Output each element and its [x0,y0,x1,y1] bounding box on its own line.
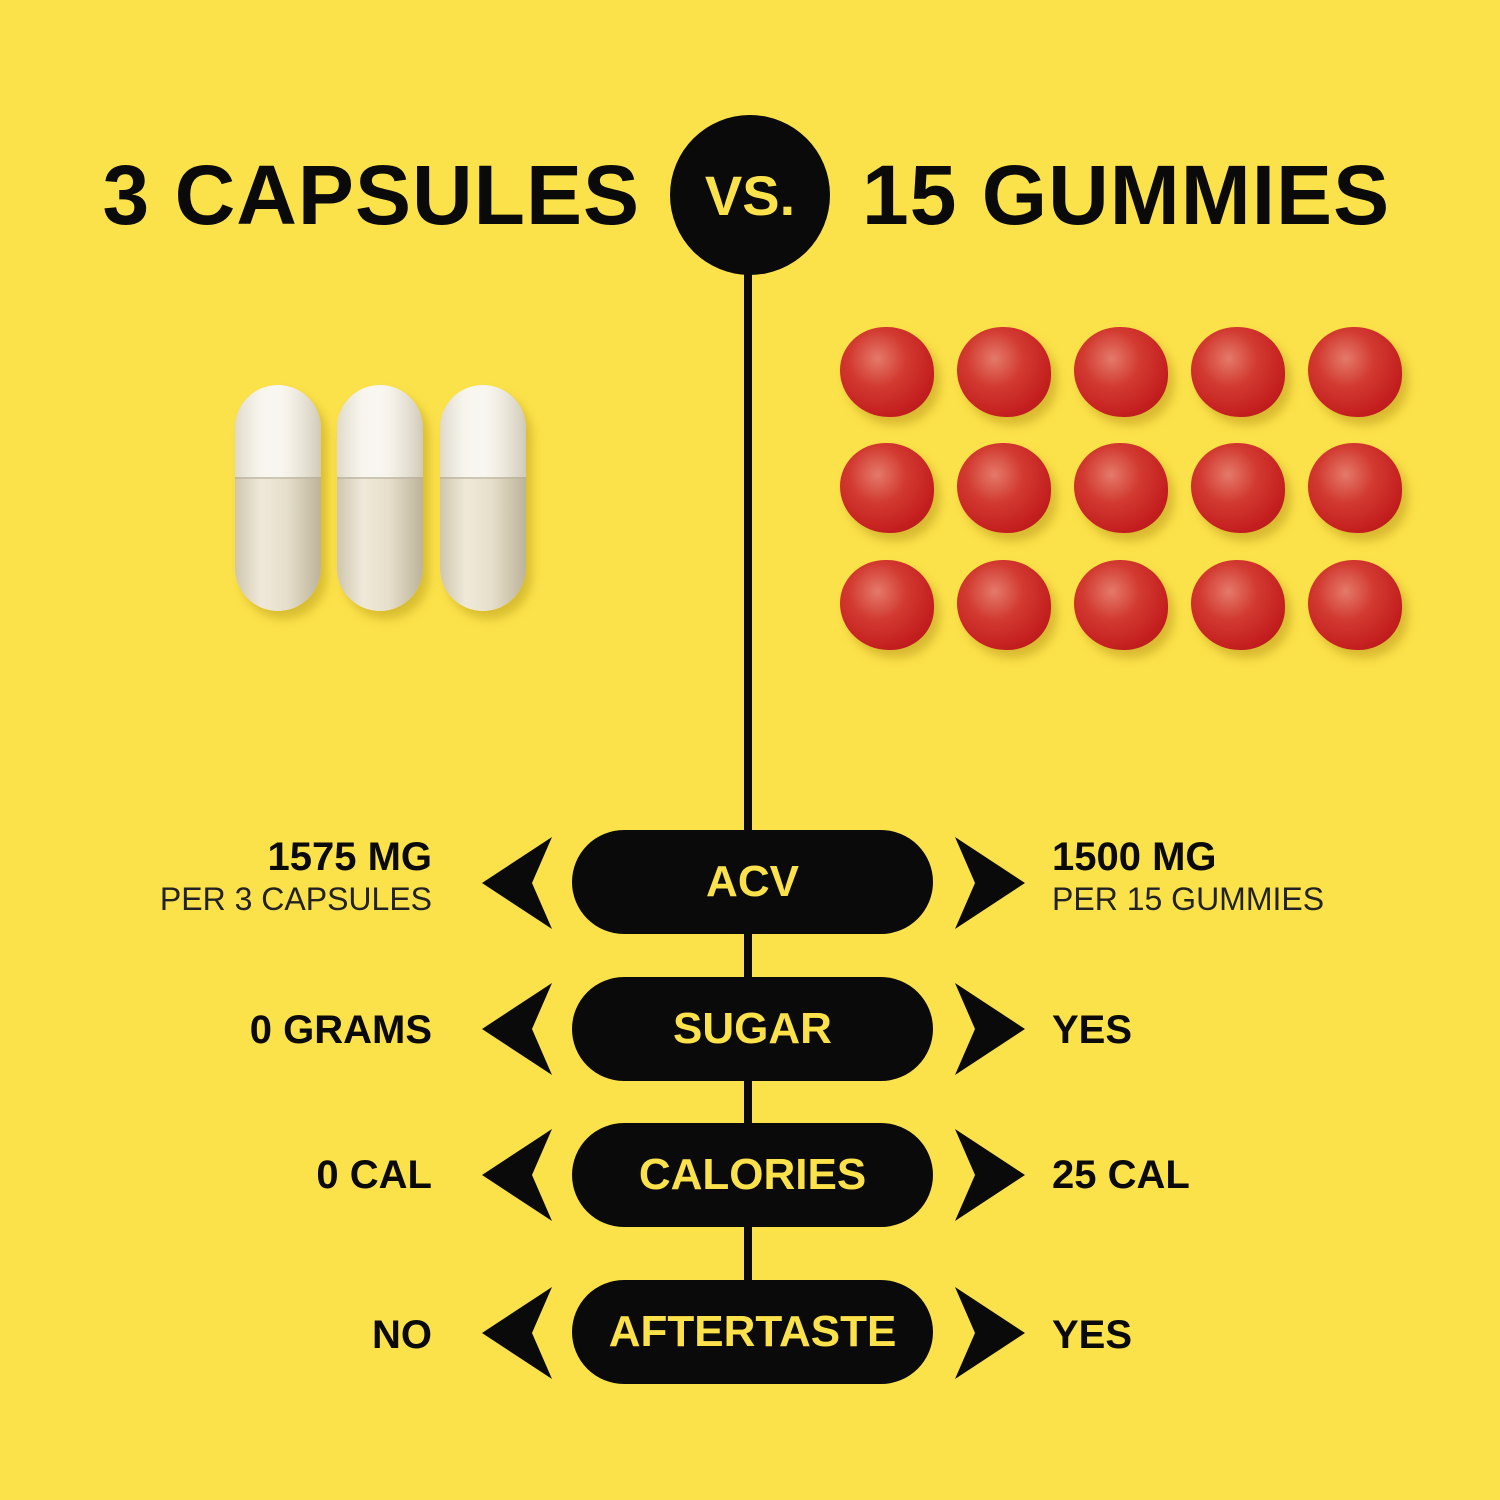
arrow-left-icon [482,1129,552,1221]
gummy-image [1191,327,1285,417]
gummy-image [1191,443,1285,533]
arrow-right-icon [955,1129,1025,1221]
gummy-image [1074,560,1168,650]
row-label-aftertaste: AFTERTASTE [572,1280,933,1384]
acv-gummies-value: 1500 MG [1052,835,1217,879]
row-label-calories: CALORIES [572,1123,933,1227]
acv-gummies-note: PER 15 GUMMIES [1052,881,1325,917]
gummy-image [1074,443,1168,533]
divider-line [744,260,752,1350]
gummy-image [840,560,934,650]
arrow-left-icon [482,983,552,1075]
row-label-sugar: SUGAR [572,977,933,1081]
arrow-right-icon [955,1287,1025,1379]
gummy-image [1308,327,1402,417]
acv-capsules-value: 1575 MG [267,835,432,879]
arrow-right-icon [955,837,1025,929]
gummy-image [957,443,1051,533]
capsules-heading: 3 CAPSULES [102,148,640,242]
capsule-image [235,385,321,611]
capsule-image [337,385,423,611]
arrow-left-icon [482,837,552,929]
gummy-image [840,327,934,417]
sugar-capsules-value: 0 GRAMS [249,1008,432,1052]
acv-capsules-note: PER 3 CAPSULES [159,881,432,917]
row-label-acv: ACV [572,830,933,934]
aftertaste-gummies-value: YES [1052,1313,1133,1357]
arrow-left-icon [482,1287,552,1379]
gummy-image [1074,327,1168,417]
calories-capsules-value: 0 CAL [316,1153,432,1197]
aftertaste-capsules-value: NO [372,1313,432,1357]
gummy-image [957,327,1051,417]
arrow-right-icon [955,983,1025,1075]
row-acv-left: 1575 MG PER 3 CAPSULES [160,835,432,919]
gummy-image [1191,560,1285,650]
calories-gummies-value: 25 CAL [1052,1153,1190,1197]
gummy-image [840,443,934,533]
sugar-gummies-value: YES [1052,1008,1133,1052]
gummy-image [957,560,1051,650]
gummies-heading: 15 GUMMIES [862,148,1391,242]
vs-badge: VS. [670,115,830,275]
gummy-image [1308,443,1402,533]
gummy-image [1308,560,1402,650]
capsule-image [440,385,526,611]
row-acv-right: 1500 MG PER 15 GUMMIES [1052,835,1324,919]
